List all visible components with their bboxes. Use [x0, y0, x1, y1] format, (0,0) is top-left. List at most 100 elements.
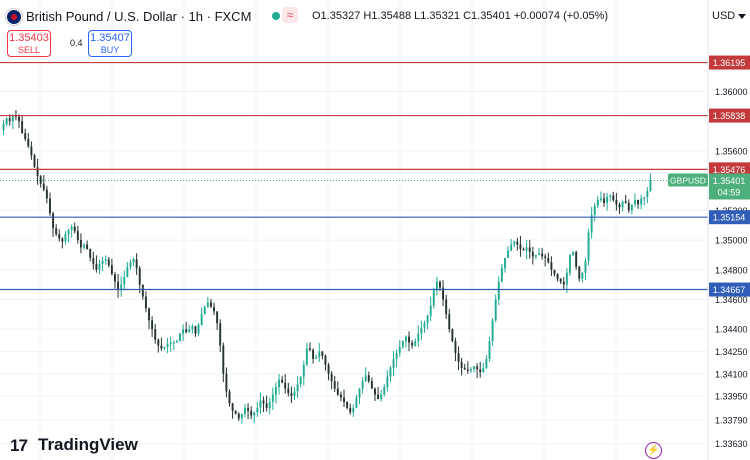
candle-body	[380, 394, 383, 400]
y-tick-label: 1.33790	[715, 415, 748, 425]
candle-body	[330, 373, 333, 382]
candle-body	[497, 281, 500, 300]
candle-body	[386, 376, 389, 388]
candle-body	[460, 361, 463, 368]
candle-body	[123, 277, 126, 285]
ohlc-readout: O1.35327 H1.35488 L1.35321 C1.35401 +0.0…	[312, 10, 609, 22]
candle-body	[621, 201, 624, 208]
symbol-title[interactable]: British Pound / U.S. Dollar · 1h · FXCM	[26, 9, 252, 24]
candle-body	[151, 320, 154, 330]
candle-body	[73, 226, 76, 232]
candle-body	[429, 305, 432, 316]
candle-body	[148, 308, 150, 321]
candle-body	[550, 262, 553, 270]
candle-body	[250, 410, 253, 416]
candle-body	[278, 379, 280, 388]
buy-button[interactable]: 1.35407 BUY	[88, 30, 132, 57]
buy-price: 1.35407	[90, 32, 130, 44]
candle-body	[247, 407, 250, 411]
candle-body	[370, 381, 373, 389]
candle-body	[494, 299, 497, 321]
level-price-label: 1.34667	[713, 285, 746, 295]
y-tick-label: 1.33630	[715, 439, 748, 449]
wave-icon: ≈	[282, 7, 298, 23]
candle-body	[265, 403, 268, 408]
candle-body	[469, 369, 472, 371]
tradingview-wordmark: TradingView	[38, 435, 138, 454]
candle-body	[599, 198, 602, 200]
chevron-down-icon[interactable]	[738, 14, 746, 19]
candle-body	[364, 375, 367, 382]
candle-body	[33, 155, 36, 168]
last-price-tag	[709, 173, 750, 200]
level-price-tag	[709, 162, 750, 177]
candle-body	[191, 326, 194, 330]
candle-body	[225, 373, 228, 392]
candle-body	[203, 306, 206, 315]
candle-body	[488, 341, 491, 359]
candle-body	[346, 401, 349, 408]
y-tick-label: 1.33950	[715, 392, 748, 402]
candle-body	[49, 198, 51, 214]
candle-body	[244, 407, 246, 414]
candle-body	[166, 344, 169, 348]
candle-body	[479, 369, 482, 373]
candle-body	[367, 375, 370, 382]
candle-body	[408, 336, 410, 343]
candle-body	[606, 196, 609, 203]
candle-body	[383, 387, 386, 395]
candle-body	[11, 115, 14, 122]
candle-body	[144, 296, 147, 309]
candle-body	[18, 116, 20, 122]
candle-body	[609, 195, 612, 197]
candle-body	[575, 251, 578, 267]
candle-body	[302, 364, 305, 377]
candle-body	[120, 284, 123, 290]
candle-body	[107, 259, 110, 266]
candle-body	[634, 199, 636, 205]
candle-body	[237, 413, 240, 419]
candle-body	[228, 391, 231, 404]
candle-body	[154, 329, 157, 340]
candle-body	[473, 366, 475, 370]
candle-body	[336, 388, 339, 395]
level-price-label: 1.36195	[713, 58, 746, 68]
candle-body	[290, 393, 293, 397]
candle-body	[179, 333, 181, 342]
symbol-tag	[668, 173, 708, 187]
candle-body	[58, 234, 61, 239]
candle-body	[67, 229, 70, 235]
level-price-tag	[709, 108, 750, 123]
candle-body	[293, 391, 296, 397]
candle-body	[445, 299, 448, 315]
candle-body	[590, 214, 593, 233]
candle-body	[463, 367, 466, 370]
candle-body	[213, 306, 215, 312]
candle-body	[200, 314, 203, 325]
candle-body	[531, 251, 534, 257]
candle-body	[426, 315, 429, 324]
sell-price: 1.35403	[9, 32, 49, 44]
last-price-label: 1.35401	[713, 176, 746, 186]
candle-body	[395, 352, 398, 359]
candle-body	[219, 323, 222, 346]
candle-body	[343, 397, 345, 402]
candle-body	[39, 176, 42, 184]
candle-body	[24, 133, 27, 140]
candle-body	[274, 387, 277, 395]
candle-body	[268, 401, 271, 408]
sell-button[interactable]: 1.35403 SELL	[7, 30, 51, 57]
candle-body	[559, 278, 562, 282]
candle-body	[309, 348, 311, 350]
candle-body	[553, 269, 556, 275]
currency-selector[interactable]: USD	[712, 10, 736, 22]
horizontal-levels[interactable]	[0, 61, 708, 291]
candle-body	[507, 250, 510, 258]
candle-body	[411, 342, 414, 346]
candle-body	[525, 247, 528, 251]
lightning-icon[interactable]: ⚡	[645, 442, 662, 459]
candle-body	[349, 407, 352, 413]
candle-body	[52, 213, 55, 229]
y-tick-label: 1.34600	[715, 295, 748, 305]
